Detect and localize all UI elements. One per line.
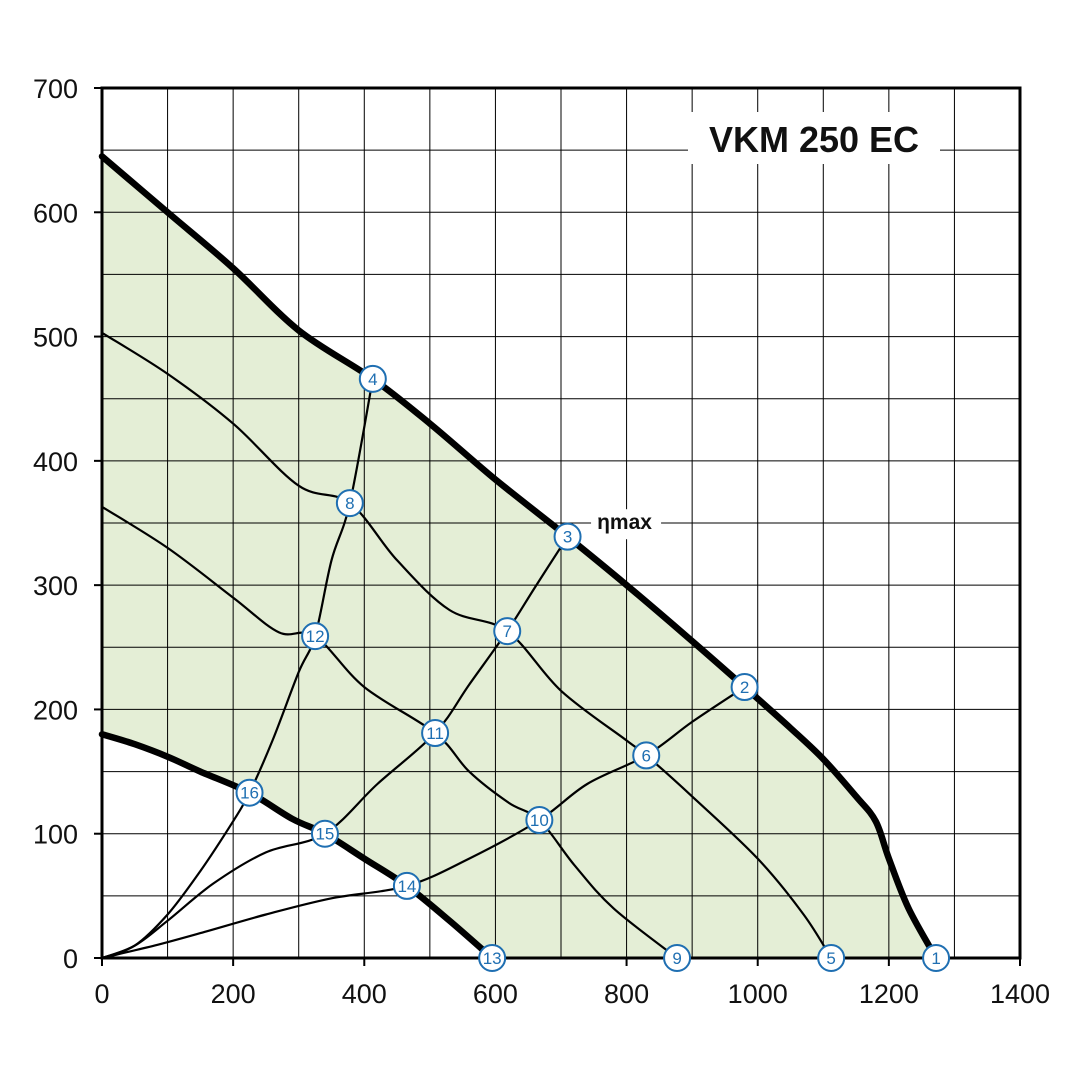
- x-tick-label: 1200: [859, 979, 919, 1009]
- marker-circle: [632, 741, 661, 770]
- marker-label: 7: [502, 622, 511, 641]
- marker-2: 2: [730, 673, 759, 702]
- marker-12: 12: [301, 622, 330, 651]
- marker-label: 15: [315, 825, 334, 844]
- marker-1: 1: [922, 944, 951, 972]
- marker-label: 9: [672, 949, 681, 968]
- marker-circle: [421, 719, 450, 748]
- marker-9: 9: [663, 944, 692, 972]
- marker-circle: [922, 944, 951, 972]
- title-background: [688, 112, 940, 164]
- annotation-text: ηmax: [597, 511, 652, 534]
- plot-frame: [100, 86, 1022, 960]
- marker-circle: [301, 622, 330, 651]
- marker-circle: [392, 871, 421, 900]
- marker-6: 6: [632, 741, 661, 770]
- system-curve-4: [98, 731, 496, 962]
- x-tick-label: 600: [473, 979, 518, 1009]
- x-tick-label: 400: [342, 979, 387, 1009]
- marker-circle: [335, 489, 364, 518]
- marker-10: 10: [525, 806, 554, 835]
- marker-15: 15: [310, 819, 339, 848]
- y-tick-label: 500: [33, 323, 78, 353]
- y-tick-label: 300: [33, 571, 78, 601]
- x-tick-labels: 0 200 400 600 800 1000 1200 1400: [94, 958, 1050, 1009]
- x-tick-label: 200: [211, 979, 256, 1009]
- y-tick-label: 600: [33, 198, 78, 228]
- grid-lines: [102, 88, 1020, 958]
- marker-8: 8: [335, 489, 364, 518]
- marker-11: 11: [421, 719, 450, 748]
- x-tick-label: 0: [94, 979, 109, 1009]
- marker-label: 1: [931, 949, 940, 968]
- marker-label: 10: [530, 811, 549, 830]
- curves: [98, 153, 940, 962]
- speed-curve-5: [100, 377, 374, 960]
- annotation-background: [591, 509, 662, 540]
- marker-14: 14: [392, 871, 421, 900]
- y-tick-label: 200: [33, 695, 78, 725]
- marker-13: 13: [478, 944, 507, 972]
- marker-circle: [817, 944, 846, 972]
- x-tick-label: 800: [604, 979, 649, 1009]
- system-curve-1: [98, 153, 940, 962]
- marker-label: 4: [368, 370, 377, 389]
- marker-circle: [358, 364, 387, 393]
- x-tick-label: 1400: [990, 979, 1050, 1009]
- marker-circle: [553, 522, 582, 551]
- marker-16: 16: [235, 778, 264, 807]
- marker-label: 2: [740, 678, 749, 697]
- marker-3: 3: [553, 522, 582, 551]
- y-tick-label: 400: [33, 447, 78, 477]
- marker-label: 8: [345, 494, 354, 513]
- marker-circle: [663, 944, 692, 972]
- marker-label: 5: [826, 949, 835, 968]
- marker-5: 5: [817, 944, 846, 972]
- y-tick-label: 100: [33, 820, 78, 850]
- marker-circle: [493, 617, 522, 646]
- marker-circle: [730, 673, 759, 702]
- y-tick-label: 0: [63, 944, 78, 974]
- y-tick-label: 700: [33, 74, 78, 104]
- marker-label: 12: [306, 627, 325, 646]
- marker-label: 14: [397, 877, 416, 896]
- marker-label: 6: [642, 746, 651, 765]
- marker-circle: [478, 944, 507, 972]
- eta-max-annotation: ηmax: [591, 509, 662, 540]
- y-tick-labels: 0 100 200 300 400 500 600 700: [33, 74, 102, 974]
- marker-circle: [525, 806, 554, 835]
- marker-7: 7: [493, 617, 522, 646]
- marker-circle: [310, 819, 339, 848]
- marker-label: 11: [426, 724, 444, 743]
- operating-region-fill: [102, 156, 937, 958]
- marker-circle: [235, 778, 264, 807]
- marker-label: 13: [483, 949, 502, 968]
- marker-label: 3: [563, 528, 572, 547]
- x-tick-label: 1000: [728, 979, 788, 1009]
- marker-4: 4: [358, 364, 387, 393]
- chart-title: VKM 250 EC: [709, 119, 919, 160]
- marker-label: 16: [240, 784, 259, 803]
